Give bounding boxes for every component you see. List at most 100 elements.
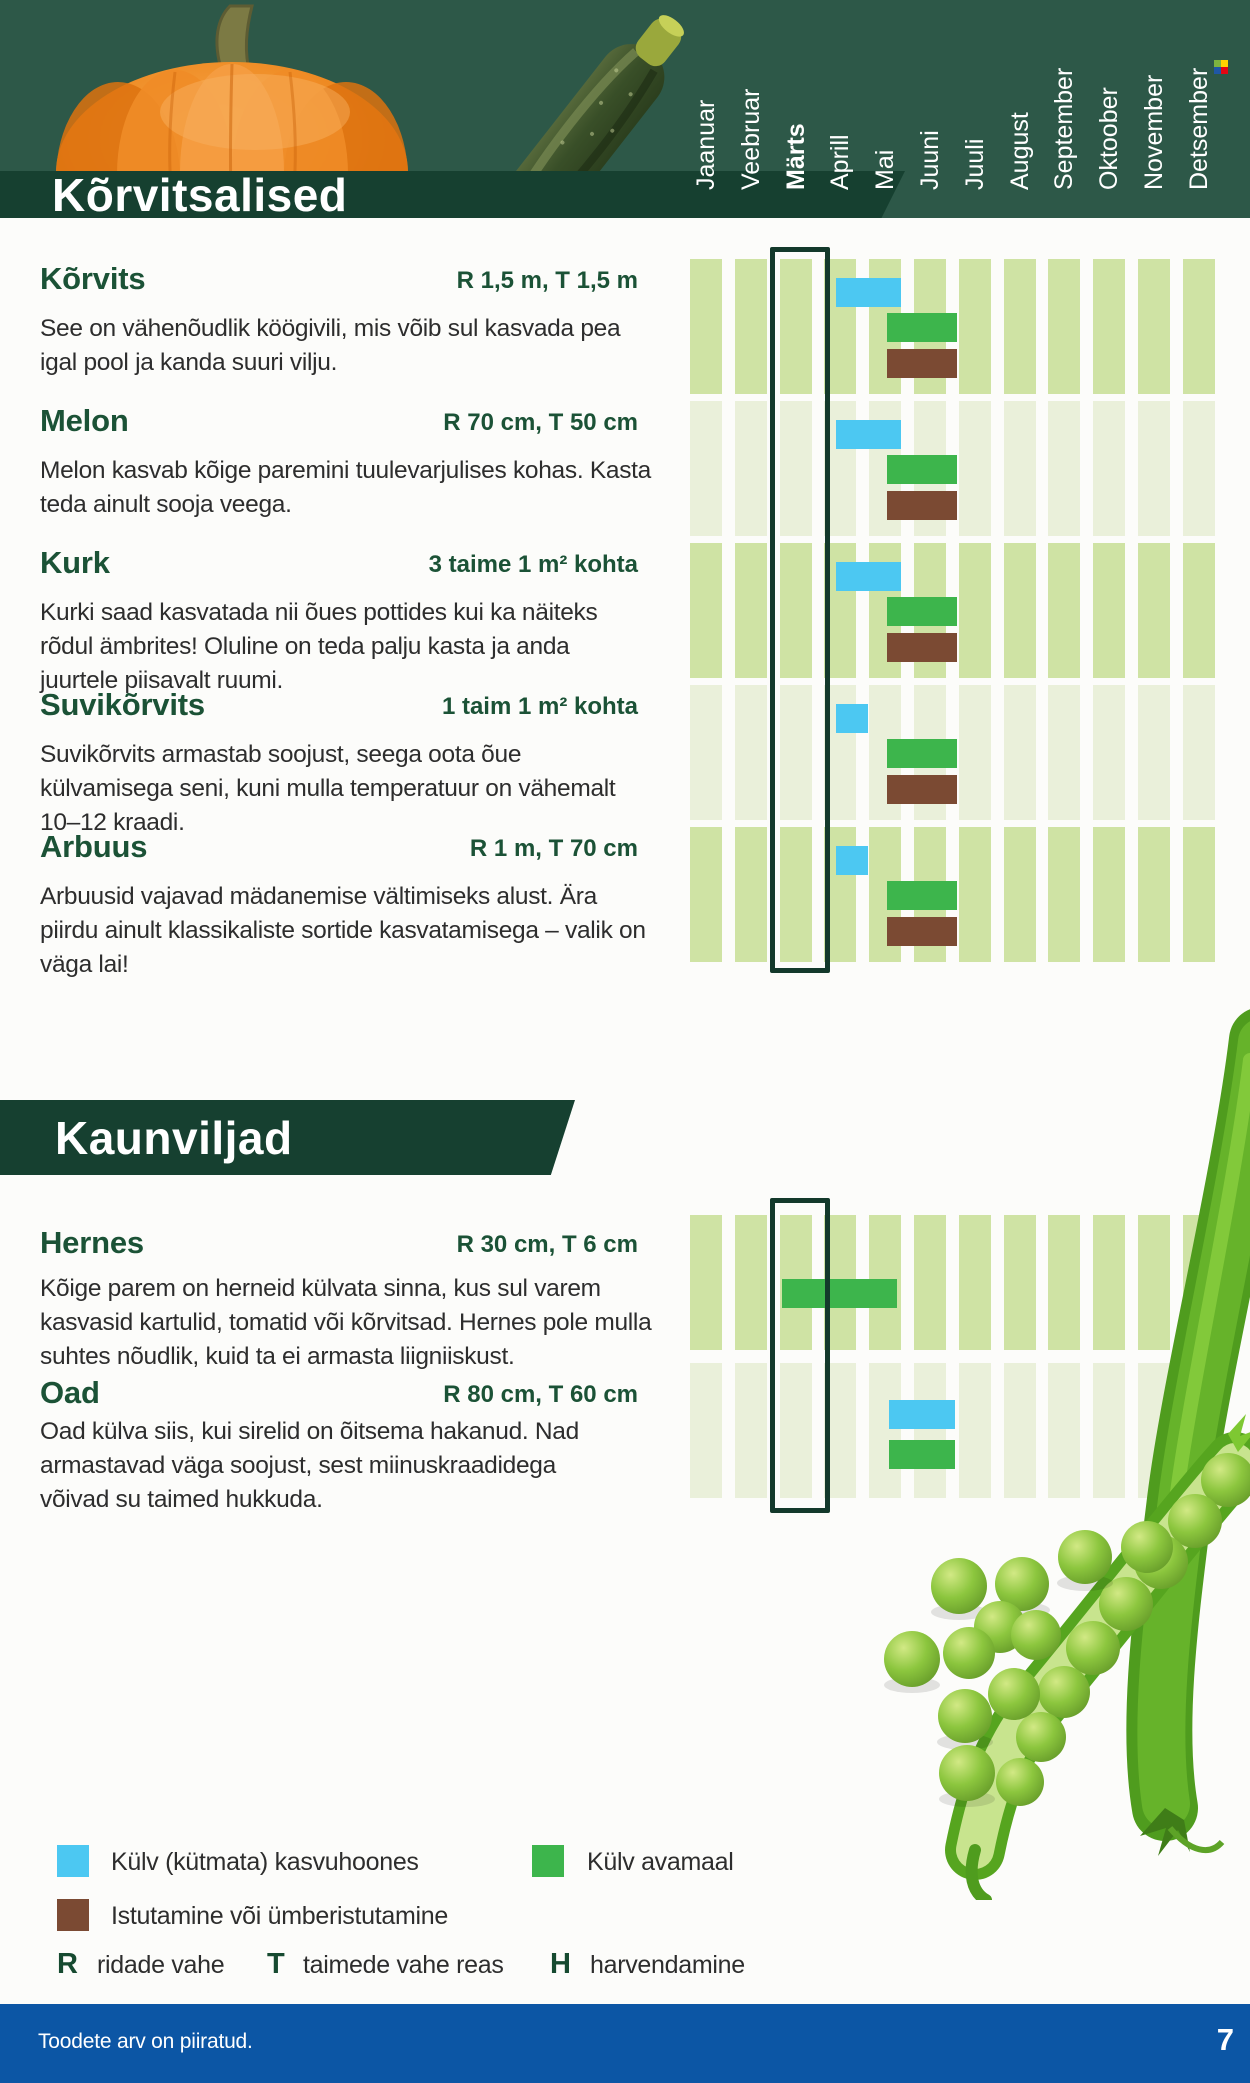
month-column [1003,685,1036,820]
page-footer: Toodete arv on piiratud. 7 [0,2004,1250,2083]
month-label-5: Mai [871,149,900,190]
month-column [779,1363,812,1498]
bar-transplanting [887,633,958,662]
bar-transplanting [887,917,958,946]
month-column [958,1363,991,1498]
month-label-2: Veebruar [736,88,765,190]
footer-note: Toodete arv on piiratud. [38,2030,253,2053]
bar-greenhouse-sowing [889,1400,955,1429]
vegetable-description: Melon kasvab kõige paremini tuulevarjuli… [40,457,652,518]
bar-greenhouse-sowing [835,278,902,307]
month-column [958,827,991,962]
bar-outdoor-sowing [887,313,958,342]
abbr-label-h: harvendamine [590,1951,745,1979]
legumes-title: Kaunviljad [55,1112,293,1164]
month-column [734,827,767,962]
spacing-spec: R 80 cm, T 60 cm [443,1381,638,1408]
month-column [1093,1215,1126,1350]
month-column [734,401,767,536]
abbr-label-t: taimede vahe reas [303,1951,504,1979]
month-label-7: Juuli [960,138,989,190]
month-column [690,1215,722,1350]
month-column [1182,685,1215,820]
month-column [958,259,991,394]
abbr-letter-r: R [57,1948,78,1980]
spacing-spec: 1 taim 1 m² kohta [441,693,638,720]
month-column [779,401,812,536]
month-column [734,685,767,820]
month-column [690,827,722,962]
month-column [779,827,812,962]
vegetable-description: Suvikõrvits armastab soojust, seega oota… [40,741,616,836]
bar-outdoor-sowing [887,881,958,910]
section-title-banner [0,171,905,218]
vegetable-description: Kõige parem on herneid külvata sinna, ku… [40,1275,652,1370]
month-column [690,685,722,820]
transplant-swatch [57,1899,89,1931]
spacing-spec: R 30 cm, T 6 cm [456,1231,638,1258]
spacing-spec: 3 taime 1 m² kohta [428,551,638,578]
greenhouse-sowing-label: Külv (kütmata) kasvuhoones [111,1848,419,1876]
legumes-title-banner [0,1100,575,1175]
calendar-row-kõrvits [690,259,1215,394]
outdoor-sowing-label: Külv avamaal [587,1848,734,1876]
current-month-outline-bottom [770,1198,830,1513]
peas-photo [884,1009,1250,1900]
month-column [690,543,722,678]
bar-outdoor-sowing [887,739,958,768]
month-column [869,1363,902,1498]
vegetable-heading: Kurk [40,545,110,580]
month-column [1093,259,1126,394]
month-column [779,685,812,820]
bar-greenhouse-sowing [835,846,868,875]
vegetable-heading: Kõrvits [40,261,146,296]
month-label-1: Jaanuar [692,99,720,190]
month-label-10: Oktoober [1095,87,1124,190]
month-column [1182,401,1215,536]
vegetable-description: Oad külva siis, kui sirelid on õitsema h… [40,1418,579,1513]
month-label-3: Märts [781,123,810,190]
month-label-11: November [1140,74,1168,190]
calendar-row-suvikõrvits [690,685,1215,820]
month-label-9: September [1050,67,1079,190]
month-column [1138,259,1170,394]
calendar-row-kurk [690,543,1215,678]
month-label-6: Juuni [916,130,944,190]
spacing-spec: R 1,5 m, T 1,5 m [456,267,638,294]
month-column [958,401,991,536]
month-column [914,1363,946,1498]
greenhouse-sowing-swatch [57,1845,89,1877]
month-column [1093,1363,1126,1498]
vegetable-heading: Hernes [40,1225,144,1260]
month-column [1048,1363,1081,1498]
bar-transplanting [887,349,958,378]
bar-outdoor-sowing [781,1279,897,1308]
month-column [1003,401,1036,536]
month-column [734,1363,767,1498]
spacing-spec: R 70 cm, T 50 cm [443,409,638,436]
month-column [734,1215,767,1350]
month-column [1093,543,1126,678]
bar-outdoor-sowing [889,1440,955,1469]
vegetable-description: Kurki saad kasvatada nii õues pottides k… [40,599,598,694]
outdoor-sowing-swatch [532,1845,564,1877]
bar-outdoor-sowing [887,455,958,484]
month-column [1182,543,1215,678]
vegetable-heading: Arbuus [40,829,148,864]
month-column [1093,685,1126,820]
bar-outdoor-sowing [887,597,958,626]
month-column [690,401,722,536]
month-label-8: August [1005,112,1034,190]
vegetable-description: Arbuusid vajavad mädanemise vältimiseks … [40,883,646,978]
bar-transplanting [887,775,958,804]
month-column [1138,827,1170,962]
month-column [1093,401,1126,536]
month-column [1003,1215,1036,1350]
spacing-spec: R 1 m, T 70 cm [469,835,638,862]
month-column [1138,685,1170,820]
bar-greenhouse-sowing [835,562,902,591]
open-pea-pod [945,1414,1250,1900]
month-column [1093,827,1126,962]
month-label-4: Aprill [826,134,855,190]
